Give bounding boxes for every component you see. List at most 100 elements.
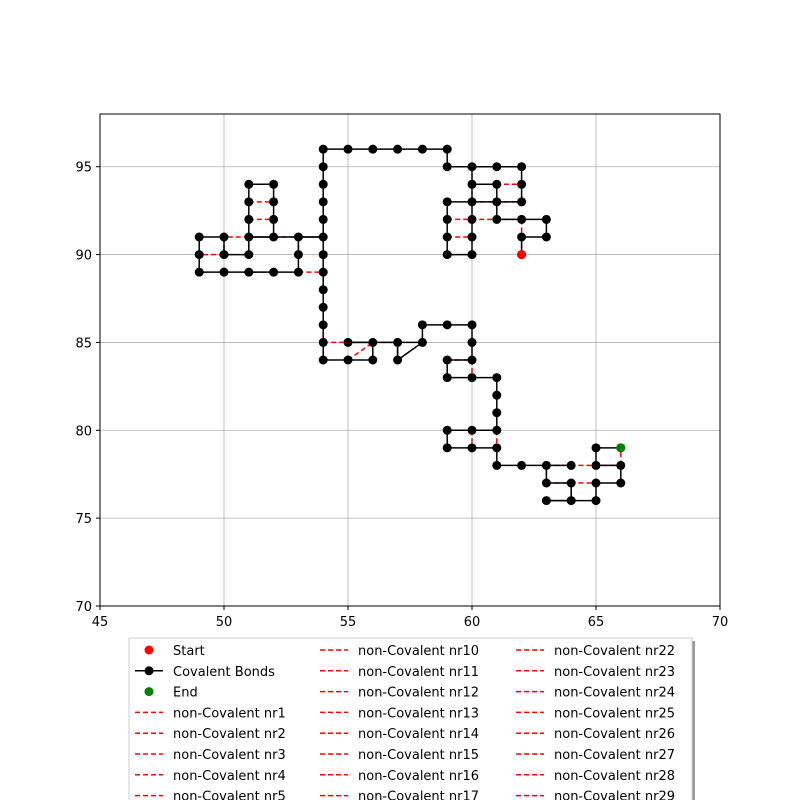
legend-label: non-Covalent nr13 [358, 706, 479, 721]
residue-point [219, 267, 229, 277]
residue-point [194, 232, 204, 242]
residue-point [541, 478, 551, 488]
y-tick-label: 70 [75, 600, 92, 615]
residue-point [492, 214, 502, 224]
residue-point [442, 373, 452, 383]
legend-covalent-marker [144, 666, 154, 676]
residue-point [269, 232, 279, 242]
residue-point [442, 443, 452, 453]
residue-point [517, 179, 527, 189]
residue-point [467, 320, 477, 330]
legend-label: End [173, 686, 198, 701]
legend-label: non-Covalent nr26 [554, 727, 675, 742]
residue-point [194, 250, 204, 260]
residue-point [442, 197, 452, 207]
residue-point [417, 144, 427, 154]
residue-point [244, 232, 254, 242]
residue-point [517, 232, 527, 242]
residue-point [318, 320, 328, 330]
residue-point [467, 355, 477, 365]
legend-label: non-Covalent nr22 [554, 644, 675, 659]
residue-point [467, 425, 477, 435]
residue-point [318, 232, 328, 242]
x-tick-label: 45 [92, 615, 109, 630]
residue-point [417, 320, 427, 330]
residue-point [219, 250, 229, 260]
residue-point [591, 478, 601, 488]
residue-point [442, 162, 452, 172]
x-tick-label: 60 [464, 615, 481, 630]
residue-point [467, 179, 477, 189]
covalent-bond [397, 341, 423, 361]
residue-point [591, 496, 601, 506]
residue-point [492, 408, 502, 418]
residue-point [244, 197, 254, 207]
residue-point [517, 162, 527, 172]
residue-point [467, 443, 477, 453]
residue-point [318, 250, 328, 260]
residue-point [442, 425, 452, 435]
residue-point [442, 232, 452, 242]
residue-point [591, 443, 601, 453]
y-tick-label: 85 [75, 336, 92, 351]
residue-point [566, 460, 576, 470]
residue-point [417, 337, 427, 347]
residue-point [492, 443, 502, 453]
y-tick-label: 95 [75, 161, 92, 176]
residue-point [219, 232, 229, 242]
residue-point [492, 373, 502, 383]
legend-label: non-Covalent nr24 [554, 686, 675, 701]
residue-point [492, 390, 502, 400]
residue-point [343, 337, 353, 347]
legend-label: Start [173, 644, 205, 659]
residue-point [368, 355, 378, 365]
residue-point [293, 232, 303, 242]
residue-point [393, 355, 403, 365]
residue-point [467, 337, 477, 347]
residue-point [442, 144, 452, 154]
residue-point [467, 197, 477, 207]
axes-frame [99, 113, 721, 607]
y-tick-label: 90 [75, 249, 92, 264]
x-tick-label: 50 [216, 615, 233, 630]
residue-point [269, 214, 279, 224]
residue-point [442, 355, 452, 365]
residue-markers [194, 144, 626, 506]
y-tick-label: 80 [75, 424, 92, 439]
legend-label: Covalent Bonds [173, 665, 275, 680]
residue-point [368, 144, 378, 154]
residue-point [442, 214, 452, 224]
residue-point [318, 267, 328, 277]
residue-point [293, 267, 303, 277]
legend-label: non-Covalent nr25 [554, 706, 675, 721]
residue-point [541, 232, 551, 242]
legend-label: non-Covalent nr12 [358, 686, 479, 701]
noncovalent-bond-16 [347, 341, 374, 361]
x-tick-label: 70 [712, 615, 729, 630]
residue-point [591, 460, 601, 470]
y-tick-label: 75 [75, 512, 92, 527]
residue-point [343, 355, 353, 365]
residue-point [318, 197, 328, 207]
residue-point [318, 285, 328, 295]
residue-point [269, 179, 279, 189]
residue-point [492, 460, 502, 470]
residue-point [194, 267, 204, 277]
residue-point [492, 162, 502, 172]
legend-end-marker [144, 687, 154, 697]
residue-point [616, 460, 626, 470]
end-point [616, 443, 626, 453]
residue-point [467, 214, 477, 224]
legend-label: non-Covalent nr3 [173, 748, 286, 763]
x-tick-label: 65 [588, 615, 605, 630]
residue-point [541, 460, 551, 470]
residue-point [244, 214, 254, 224]
residue-point [293, 250, 303, 260]
residue-point [442, 320, 452, 330]
residue-point [492, 179, 502, 189]
legend-box [128, 637, 693, 800]
residue-point [467, 250, 477, 260]
legend-label: non-Covalent nr14 [358, 727, 479, 742]
residue-point [467, 162, 477, 172]
